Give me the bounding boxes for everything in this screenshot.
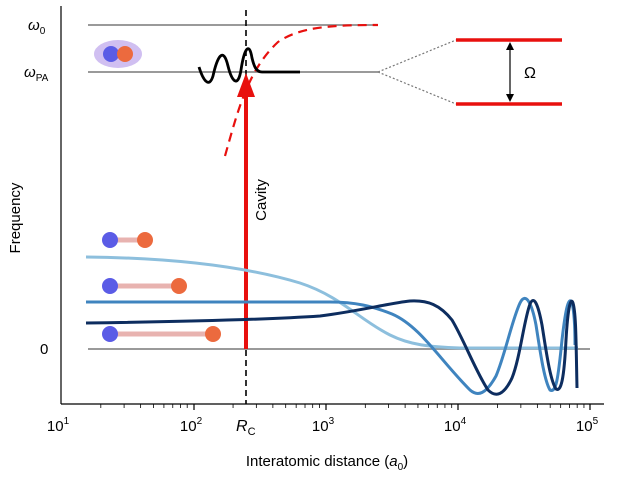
splitting-arrow-bottom (506, 94, 514, 102)
split-connector-upper (377, 39, 457, 73)
cavity-arrow-head (237, 73, 255, 97)
omegaPA-label: ωPA (24, 64, 49, 84)
halo-molecule-icon (94, 40, 142, 68)
x-major-ticks (193, 404, 591, 410)
rc-label: RC (236, 418, 256, 438)
omega-splitting-label: Ω (524, 65, 536, 82)
cavity-label: Cavity (253, 179, 270, 221)
x-tick-label-4: 104 (444, 416, 467, 435)
medium-bond-molecule-icon (102, 278, 187, 294)
bound-state-wavefunction (197, 47, 300, 84)
potential-curve-dark (85, 299, 579, 396)
zero-label: 0 (40, 341, 48, 358)
potential-curve-light (85, 255, 578, 350)
splitting-arrow-top (506, 42, 514, 50)
x-minor-ticks (100, 404, 585, 408)
x-tick-label-2: 102 (180, 416, 203, 435)
short-bond-molecule-icon (102, 232, 153, 248)
x-tick-label-5: 105 (576, 416, 599, 435)
x-axis-label: Interatomic distance (a0) (246, 453, 408, 473)
excited-potential-curve (223, 23, 379, 157)
x-tick-label-3: 103 (312, 416, 335, 435)
potential-curve-mid (86, 296, 577, 395)
x-tick-label-1: 101 (47, 416, 70, 435)
omega0-label: ω0 (28, 17, 46, 37)
long-bond-molecule-icon (102, 326, 221, 342)
split-connector-lower (377, 71, 457, 105)
y-axis-label: Frequency (7, 182, 24, 253)
